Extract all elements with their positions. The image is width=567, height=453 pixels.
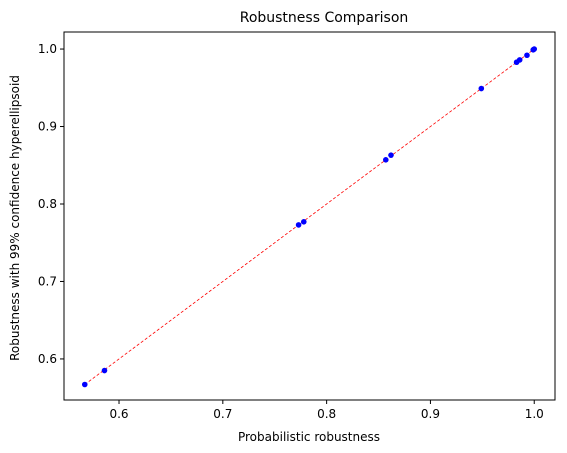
data-point <box>81 381 88 388</box>
y-tick-label: 0.7 <box>38 274 57 288</box>
y-axis-ticks: 0.6 0.7 0.8 0.9 1.0 <box>38 42 64 366</box>
x-tick-label: 0.8 <box>317 407 336 421</box>
y-tick-label: 0.8 <box>38 197 57 211</box>
x-tick-label: 1.0 <box>525 407 544 421</box>
x-tick-label: 0.7 <box>213 407 232 421</box>
x-axis-label: Probabilistic robustness <box>238 430 380 444</box>
x-tick-label: 0.9 <box>421 407 440 421</box>
data-point <box>388 152 394 158</box>
data-point <box>295 222 302 228</box>
axes-frame <box>63 31 556 401</box>
data-point <box>478 85 485 92</box>
chart-title: Robustness Comparison <box>240 10 409 26</box>
data-point <box>382 157 389 163</box>
data-point <box>101 367 108 374</box>
data-point <box>300 219 307 225</box>
y-tick-label: 0.9 <box>38 120 57 134</box>
reference-line <box>84 48 535 385</box>
y-tick-label: 0.6 <box>38 352 57 366</box>
x-tick-label: 0.6 <box>109 407 128 421</box>
y-axis-label: Robustness with 99% confidence hyperelli… <box>8 75 22 361</box>
data-point <box>524 52 530 59</box>
data-point <box>516 57 523 63</box>
data-point <box>531 46 538 52</box>
y-tick-label: 1.0 <box>38 42 57 56</box>
plot-layer <box>81 46 538 388</box>
x-axis-ticks: 0.6 0.7 0.8 0.9 1.0 <box>109 400 544 421</box>
